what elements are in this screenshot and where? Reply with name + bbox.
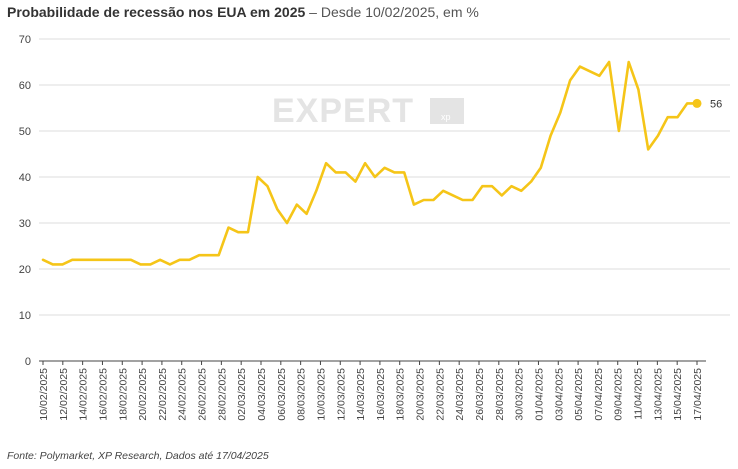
chart-title-line: Probabilidade de recessão nos EUA em 202…: [7, 4, 479, 20]
x-tick-label: 26/02/2025: [197, 368, 209, 421]
x-tick-label: 12/02/2025: [58, 368, 70, 421]
y-tick-label-50: 50: [19, 126, 31, 138]
x-tick-label: 02/03/2025: [236, 368, 248, 421]
x-tick-label: 08/03/2025: [296, 368, 308, 421]
chart-title: Probabilidade de recessão nos EUA em 202…: [7, 4, 306, 20]
x-tick-label: 14/02/2025: [78, 368, 90, 421]
x-tick-label: 04/03/2025: [256, 368, 268, 421]
watermark-text: EXPERT: [272, 92, 414, 130]
x-tick-label: 24/03/2025: [454, 368, 466, 421]
y-tick-label-40: 40: [19, 172, 31, 184]
x-tick-label: 20/03/2025: [415, 368, 427, 421]
series-end-label: 56: [710, 98, 722, 110]
x-tick-label: 24/02/2025: [177, 368, 189, 421]
x-axis-ticks: 10/02/2025 12/02/2025 14/02/2025 16/02/2025…: [38, 361, 704, 421]
line-chart: EXPERT xp 0 10 20 30 40 50 60 70 10/02/2025 12/0…: [19, 34, 730, 421]
expert-watermark: EXPERT xp: [272, 92, 464, 130]
x-tick-label: 16/03/2025: [375, 368, 387, 421]
y-axis-ticks: 0 10 20 30 40 50 60 70: [19, 34, 31, 368]
series-end-marker: [692, 98, 702, 108]
source-note: Fonte: Polymarket, XP Research, Dados at…: [7, 450, 269, 462]
x-tick-label: 01/04/2025: [533, 368, 545, 421]
x-tick-label: 18/03/2025: [395, 368, 407, 421]
y-tick-label-30: 30: [19, 218, 31, 230]
y-tick-label-10: 10: [19, 310, 31, 322]
x-tick-label: 13/04/2025: [652, 368, 664, 421]
x-tick-label: 15/04/2025: [672, 368, 684, 421]
x-tick-label: 28/02/2025: [216, 368, 228, 421]
x-tick-label: 09/04/2025: [613, 368, 625, 421]
x-tick-label: 05/04/2025: [573, 368, 585, 421]
x-tick-label: 10/03/2025: [315, 368, 327, 421]
x-tick-label: 22/03/2025: [434, 368, 446, 421]
x-tick-label: 10/02/2025: [38, 368, 50, 421]
x-tick-label: 11/04/2025: [633, 368, 645, 420]
x-tick-label: 22/02/2025: [157, 368, 169, 421]
watermark-badge: [430, 98, 464, 124]
x-tick-label: 07/04/2025: [593, 368, 605, 421]
x-tick-label: 20/02/2025: [137, 368, 149, 421]
x-tick-label: 17/04/2025: [692, 368, 704, 421]
y-tick-label-20: 20: [19, 264, 31, 276]
series-line-recession-probability: [41, 60, 699, 266]
x-tick-label: 14/03/2025: [355, 368, 367, 421]
gridlines: [39, 38, 730, 316]
x-tick-label: 06/03/2025: [276, 368, 288, 421]
x-tick-label: 28/03/2025: [494, 368, 506, 421]
watermark-badge-text: xp: [441, 112, 451, 122]
x-tick-label: 03/04/2025: [553, 368, 565, 421]
x-tick-label: 12/03/2025: [335, 368, 347, 421]
chart-subtitle: – Desde 10/02/2025, em %: [305, 4, 479, 20]
x-tick-label: 26/03/2025: [474, 368, 486, 421]
x-tick-label: 18/02/2025: [117, 368, 129, 421]
y-tick-label-0: 0: [25, 356, 31, 368]
x-tick-label: 30/03/2025: [514, 368, 526, 421]
y-tick-label-60: 60: [19, 80, 31, 92]
x-tick-label: 16/02/2025: [97, 368, 109, 421]
y-tick-label-70: 70: [19, 34, 31, 46]
